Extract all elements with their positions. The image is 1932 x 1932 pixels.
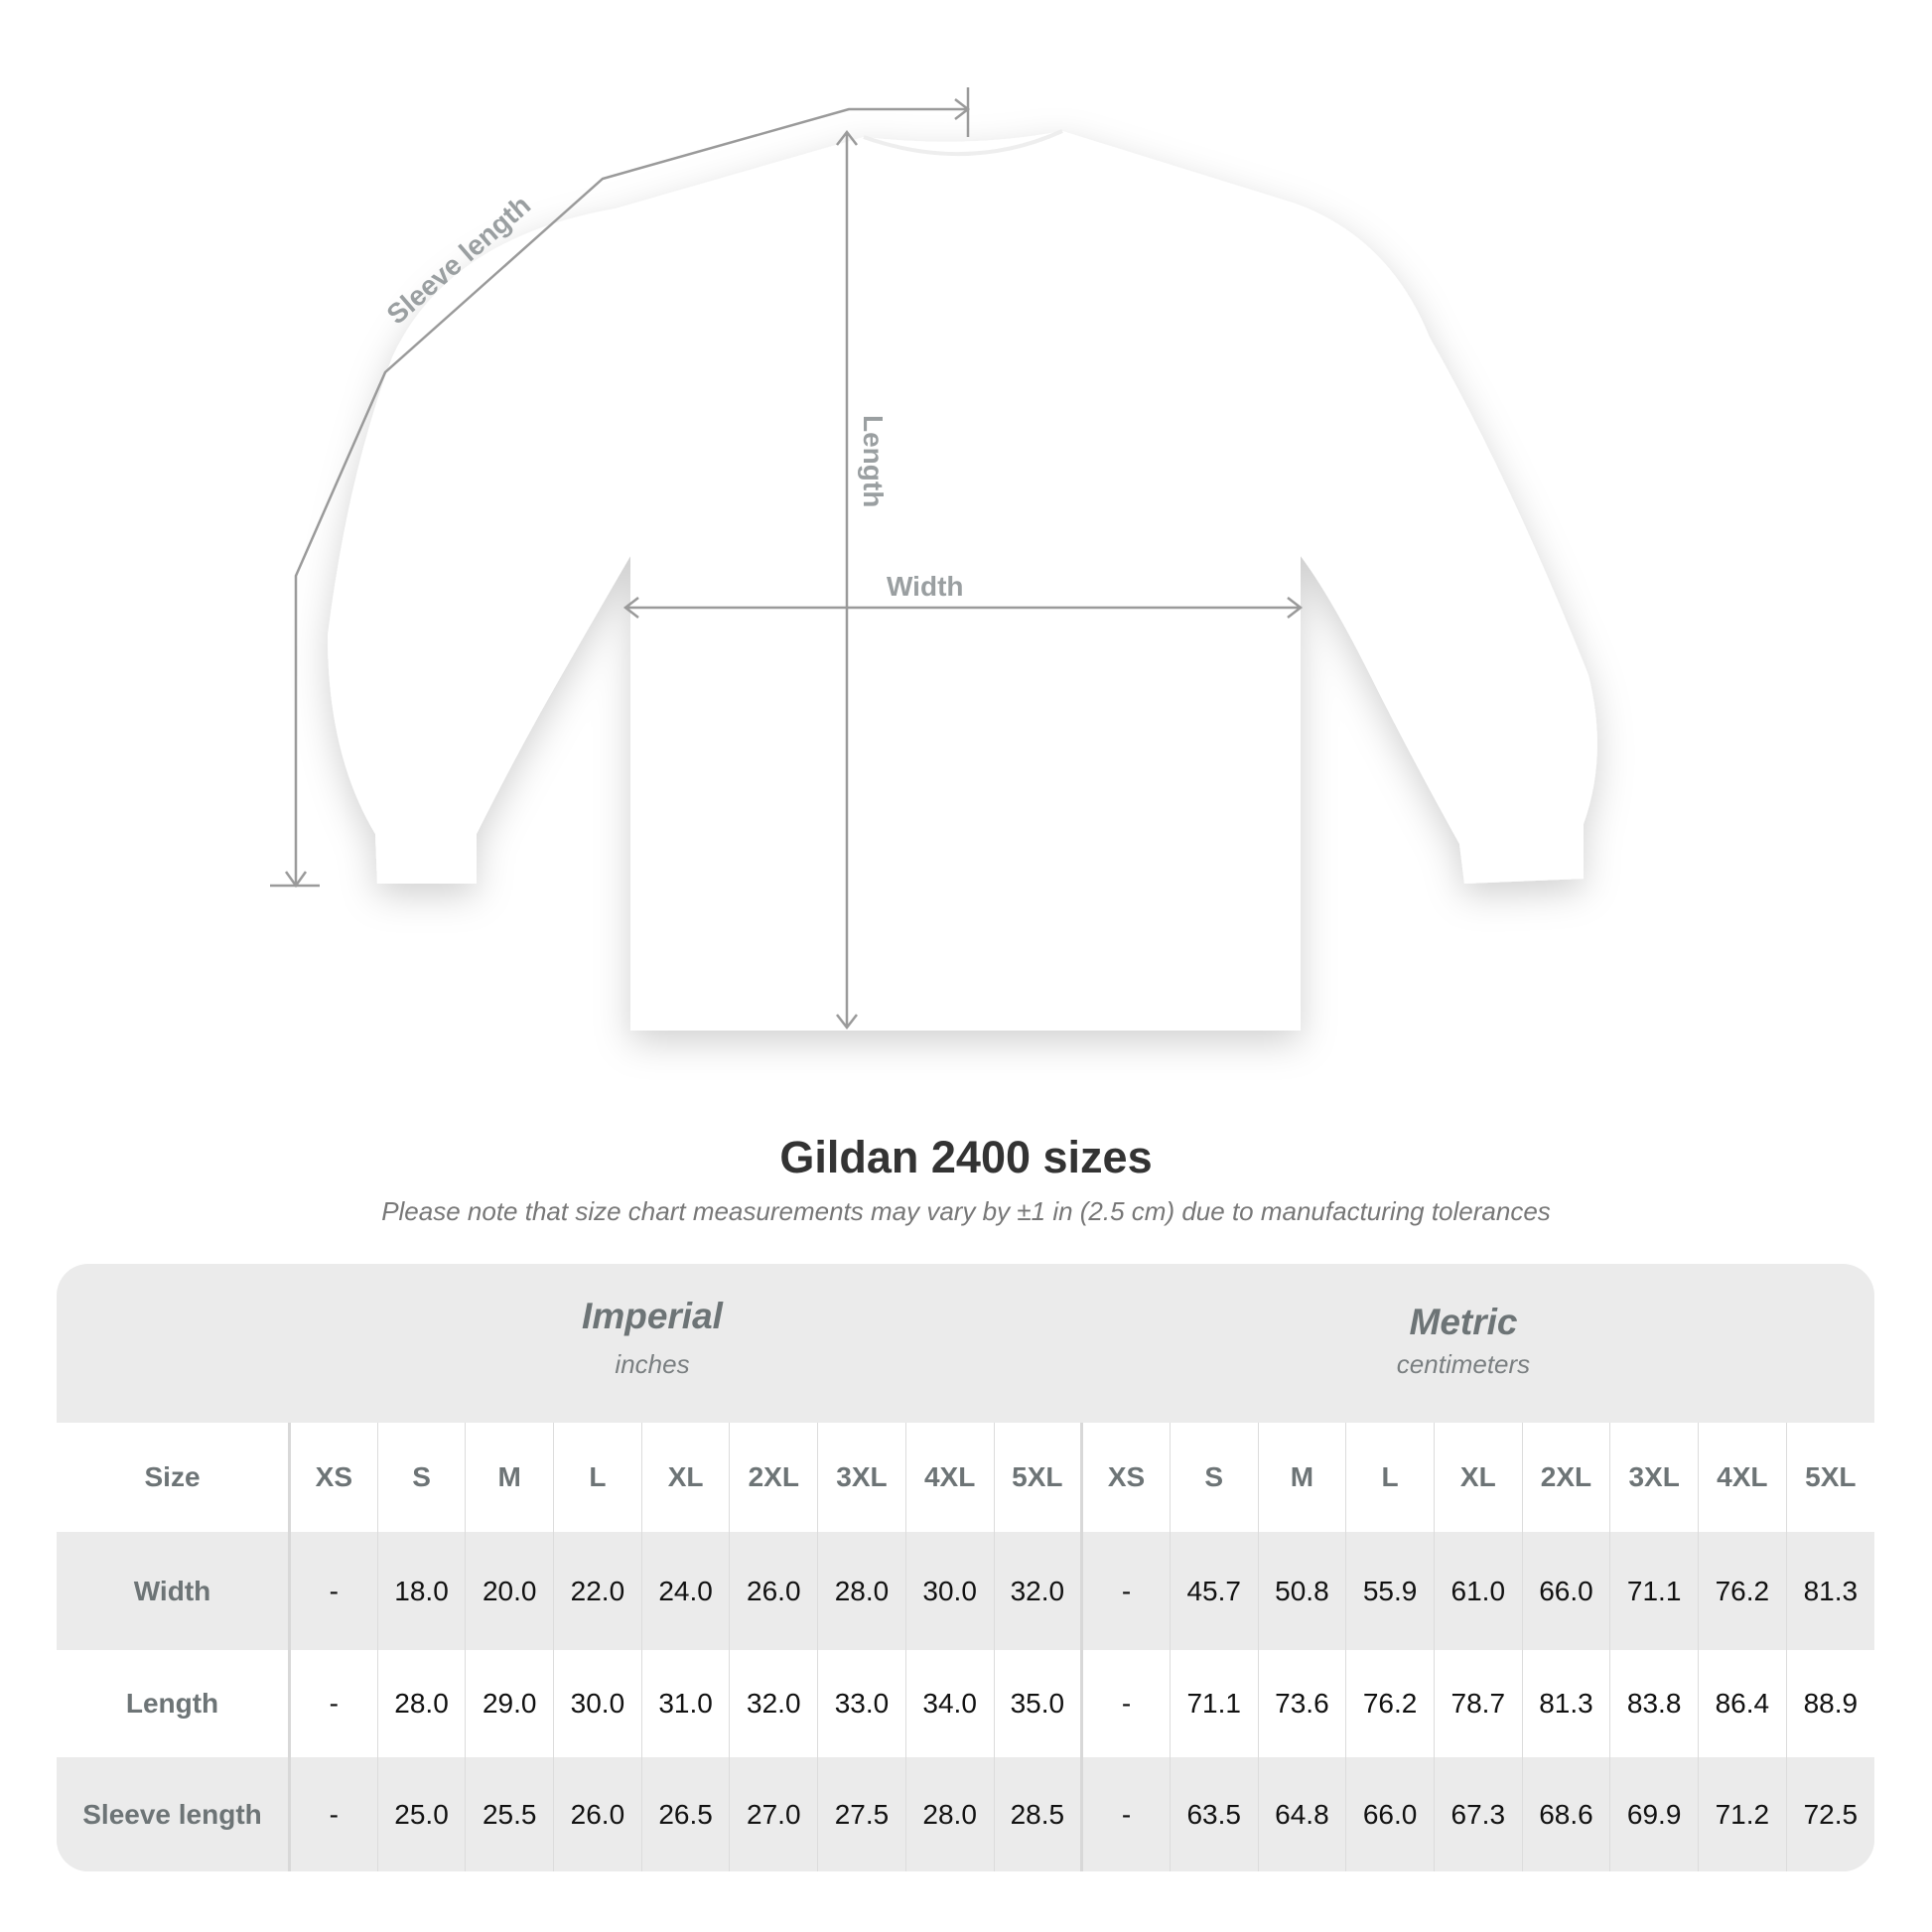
row-label: Length (57, 1650, 291, 1757)
imperial-size-3xl: 3XL (817, 1423, 906, 1532)
measurement-lines (270, 87, 1304, 1031)
metric-value: 50.8 (1257, 1532, 1346, 1650)
imperial-value: 25.5 (465, 1757, 554, 1871)
imperial-size-m: M (465, 1423, 554, 1532)
imperial-value: 32.0 (993, 1532, 1082, 1650)
table-row: Length -28.0 29.0 30.0 31.0 32.0 33.0 34.0 35.0-… (57, 1650, 1874, 1757)
imperial-value: 28.0 (904, 1757, 994, 1871)
metric-value: 71.2 (1698, 1757, 1787, 1871)
metric-value: 45.7 (1169, 1532, 1259, 1650)
imperial-value: 32.0 (729, 1650, 818, 1757)
imperial-value: 24.0 (640, 1532, 730, 1650)
imperial-value: 26.0 (553, 1757, 642, 1871)
imperial-header: Imperial inches (354, 1296, 950, 1380)
imperial-value: - (289, 1757, 378, 1871)
imperial-value: 18.0 (376, 1532, 466, 1650)
imperial-title: Imperial (582, 1296, 723, 1336)
metric-value: 69.9 (1609, 1757, 1699, 1871)
metric-value: 81.3 (1521, 1650, 1610, 1757)
imperial-size-2xl: 2XL (729, 1423, 818, 1532)
size-label: Size (57, 1423, 291, 1532)
imperial-size-5xl: 5XL (993, 1423, 1082, 1532)
table-row: Sleeve length -25.0 25.5 26.0 26.5 27.0 27.5 28… (57, 1757, 1874, 1871)
size-grid: Size XS S M L XL 2XL 3XL 4XL 5XL XS S M L XL 2XL 3XL 4XL 5… (57, 1423, 1874, 1871)
metric-size-xl: XL (1433, 1423, 1523, 1532)
metric-value: 71.1 (1169, 1650, 1259, 1757)
imperial-value: 31.0 (640, 1650, 730, 1757)
metric-value: 67.3 (1433, 1757, 1523, 1871)
imperial-value: 33.0 (817, 1650, 906, 1757)
imperial-value: 22.0 (553, 1532, 642, 1650)
imperial-value: 25.0 (376, 1757, 466, 1871)
metric-value: - (1080, 1757, 1171, 1871)
metric-value: 66.0 (1345, 1757, 1435, 1871)
metric-value: - (1080, 1650, 1171, 1757)
imperial-value: 20.0 (465, 1532, 554, 1650)
table-row: Width -18.0 20.0 22.0 24.0 26.0 28.0 30.0 32.0-4… (57, 1532, 1874, 1650)
shirt-diagram: Sleeve length Length Width (270, 87, 1597, 1031)
metric-title: Metric (1409, 1302, 1518, 1342)
imperial-size-s: S (376, 1423, 466, 1532)
metric-value: 88.9 (1785, 1650, 1874, 1757)
metric-value: 72.5 (1785, 1757, 1874, 1871)
metric-size-m: M (1257, 1423, 1346, 1532)
imperial-value: 28.5 (993, 1757, 1082, 1871)
imperial-value: - (289, 1650, 378, 1757)
metric-size-4xl: 4XL (1698, 1423, 1787, 1532)
metric-size-s: S (1169, 1423, 1259, 1532)
metric-value: 81.3 (1785, 1532, 1874, 1650)
metric-value: 63.5 (1169, 1757, 1259, 1871)
metric-header: Metric centimeters (1166, 1302, 1761, 1380)
page-title: Gildan 2400 sizes (779, 1132, 1153, 1182)
imperial-value: - (289, 1532, 378, 1650)
metric-value: 86.4 (1698, 1650, 1787, 1757)
row-label: Sleeve length (57, 1757, 291, 1871)
imperial-value: 28.0 (376, 1650, 466, 1757)
metric-value: 78.7 (1433, 1650, 1523, 1757)
sleeve-length-line (294, 107, 968, 884)
metric-size-2xl: 2XL (1521, 1423, 1610, 1532)
metric-value: 83.8 (1609, 1650, 1699, 1757)
imperial-value: 35.0 (993, 1650, 1082, 1757)
imperial-size-xs: XS (289, 1423, 378, 1532)
imperial-value: 34.0 (904, 1650, 994, 1757)
metric-value: 66.0 (1521, 1532, 1610, 1650)
row-label: Width (57, 1532, 291, 1650)
imperial-size-xl: XL (640, 1423, 730, 1532)
metric-value: 76.2 (1345, 1650, 1435, 1757)
metric-size-3xl: 3XL (1609, 1423, 1699, 1532)
imperial-size-4xl: 4XL (904, 1423, 994, 1532)
tolerance-note: Please note that size chart measurements… (381, 1196, 1551, 1226)
imperial-value: 27.5 (817, 1757, 906, 1871)
metric-value: 76.2 (1698, 1532, 1787, 1650)
metric-size-5xl: 5XL (1785, 1423, 1874, 1532)
imperial-value: 26.0 (729, 1532, 818, 1650)
metric-value: 73.6 (1257, 1650, 1346, 1757)
metric-unit: centimeters (1396, 1349, 1531, 1379)
metric-value: - (1080, 1532, 1171, 1650)
metric-size-l: L (1345, 1423, 1435, 1532)
size-table: Imperial inches Metric centimeters Size X… (57, 1264, 1874, 1871)
imperial-unit: inches (615, 1349, 690, 1379)
size-header-row: Size XS S M L XL 2XL 3XL 4XL 5XL XS S M L XL 2XL 3XL 4XL 5… (57, 1423, 1874, 1532)
imperial-value: 28.0 (817, 1532, 906, 1650)
imperial-value: 26.5 (640, 1757, 730, 1871)
imperial-value: 29.0 (465, 1650, 554, 1757)
imperial-value: 30.0 (553, 1650, 642, 1757)
metric-value: 55.9 (1345, 1532, 1435, 1650)
metric-value: 64.8 (1257, 1757, 1346, 1871)
metric-value: 68.6 (1521, 1757, 1610, 1871)
width-line (622, 597, 1304, 619)
imperial-value: 27.0 (729, 1757, 818, 1871)
length-label: Length (858, 415, 889, 507)
imperial-size-l: L (553, 1423, 642, 1532)
metric-value: 61.0 (1433, 1532, 1523, 1650)
metric-size-xs: XS (1080, 1423, 1171, 1532)
width-label: Width (887, 571, 964, 602)
length-line (836, 129, 858, 1031)
imperial-value: 30.0 (904, 1532, 994, 1650)
metric-value: 71.1 (1609, 1532, 1699, 1650)
long-sleeve-shirt (328, 131, 1597, 1031)
